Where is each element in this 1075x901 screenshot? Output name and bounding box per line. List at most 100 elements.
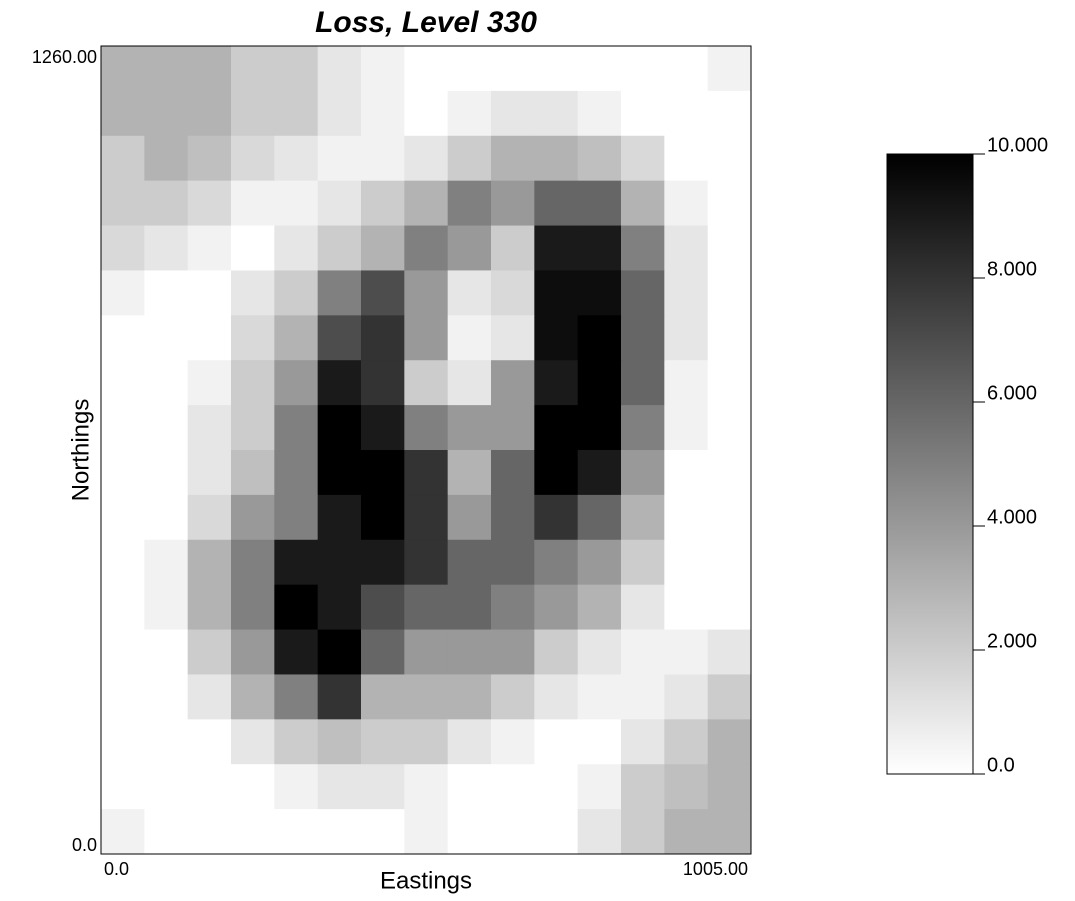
heatmap-cell (491, 585, 535, 630)
heatmap-cell (101, 270, 145, 315)
heatmap-cell (318, 360, 362, 405)
heatmap-cell (578, 136, 622, 181)
heatmap-cell (708, 91, 752, 136)
heatmap-cell (621, 405, 665, 450)
heatmap-cell (448, 226, 492, 271)
x-tick-label: 1005.00 (683, 859, 748, 879)
heatmap-cell (491, 764, 535, 809)
heatmap-cell (231, 226, 275, 271)
heatmap-cell (664, 46, 708, 91)
heatmap-cell (664, 719, 708, 764)
heatmap-cell (448, 674, 492, 719)
heatmap-cell (144, 360, 188, 405)
heatmap-cell (534, 674, 578, 719)
heatmap-cell (318, 270, 362, 315)
heatmap-cell (534, 91, 578, 136)
heatmap-cell (534, 405, 578, 450)
heatmap-cell (274, 270, 318, 315)
heatmap-cell (534, 181, 578, 226)
heatmap-cell (491, 91, 535, 136)
heatmap-cell (231, 674, 275, 719)
heatmap-cell (708, 405, 752, 450)
heatmap-cell (708, 495, 752, 540)
heatmap-cell (621, 764, 665, 809)
heatmap-cell (621, 270, 665, 315)
heatmap-cell (144, 630, 188, 675)
heatmap-cell (448, 46, 492, 91)
colorbar-tick-label: 8.000 (987, 258, 1037, 280)
heatmap-cell (318, 674, 362, 719)
heatmap-cell (188, 764, 232, 809)
heatmap-cell (621, 495, 665, 540)
heatmap-cell (101, 450, 145, 495)
heatmap-cell (664, 495, 708, 540)
heatmap-cell (361, 719, 405, 764)
heatmap-cell (144, 674, 188, 719)
heatmap-cell (231, 540, 275, 585)
heatmap-cell (274, 181, 318, 226)
heatmap-cell (621, 181, 665, 226)
heatmap-cell (578, 226, 622, 271)
heatmap-cell (144, 450, 188, 495)
heatmap-cell (188, 495, 232, 540)
heatmap-cell (404, 315, 448, 360)
heatmap-cell (361, 270, 405, 315)
heatmap-cell (144, 46, 188, 91)
heatmap-cell (578, 674, 622, 719)
heatmap-cell (318, 450, 362, 495)
heatmap-cell (188, 46, 232, 91)
heatmap-cell (188, 181, 232, 226)
heatmap-cell (491, 450, 535, 495)
heatmap-cell (404, 719, 448, 764)
heatmap-cell (101, 46, 145, 91)
heatmap-cell (708, 46, 752, 91)
heatmap-cell (144, 405, 188, 450)
heatmap-cell (361, 315, 405, 360)
heatmap-cell (448, 270, 492, 315)
heatmap-cell (361, 226, 405, 271)
heatmap-cell (708, 764, 752, 809)
heatmap-cell (188, 91, 232, 136)
heatmap-cell (361, 46, 405, 91)
heatmap-cell (404, 764, 448, 809)
heatmap-cell (664, 809, 708, 854)
heatmap-cell (448, 719, 492, 764)
heatmap-cell (448, 630, 492, 675)
heatmap-cell (448, 360, 492, 405)
heatmap-cell (318, 630, 362, 675)
heatmap-cell (144, 809, 188, 854)
heatmap-cell (578, 270, 622, 315)
heatmap-cell (404, 585, 448, 630)
heatmap-cell (188, 315, 232, 360)
heatmap-cell (664, 270, 708, 315)
heatmap-cell (491, 630, 535, 675)
heatmap-cell (101, 315, 145, 360)
colorbar-tick-label: 10.000 (987, 134, 1048, 156)
heatmap-cell (318, 764, 362, 809)
heatmap-cell (361, 540, 405, 585)
colorbar-tick-label: 0.0 (987, 754, 1015, 776)
heatmap-cell (448, 450, 492, 495)
heatmap-cell (274, 719, 318, 764)
heatmap-cell (404, 405, 448, 450)
heatmap-cell (274, 360, 318, 405)
heatmap-cell (188, 450, 232, 495)
heatmap-cell (708, 585, 752, 630)
heatmap-cell (274, 315, 318, 360)
heatmap-cell (621, 719, 665, 764)
heatmap-cell (144, 226, 188, 271)
heatmap-cell (318, 719, 362, 764)
heatmap-cell (448, 136, 492, 181)
heatmap-cell (101, 719, 145, 764)
heatmap-cell (664, 405, 708, 450)
heatmap-cell (664, 674, 708, 719)
colorbar-tick-label: 2.000 (987, 630, 1037, 652)
heatmap-cell (101, 674, 145, 719)
heatmap-cell (578, 405, 622, 450)
heatmap-cell (188, 540, 232, 585)
heatmap-cell (491, 360, 535, 405)
heatmap-cell (144, 315, 188, 360)
heatmap-cell (231, 181, 275, 226)
heatmap-cell (491, 674, 535, 719)
heatmap-cell (708, 719, 752, 764)
